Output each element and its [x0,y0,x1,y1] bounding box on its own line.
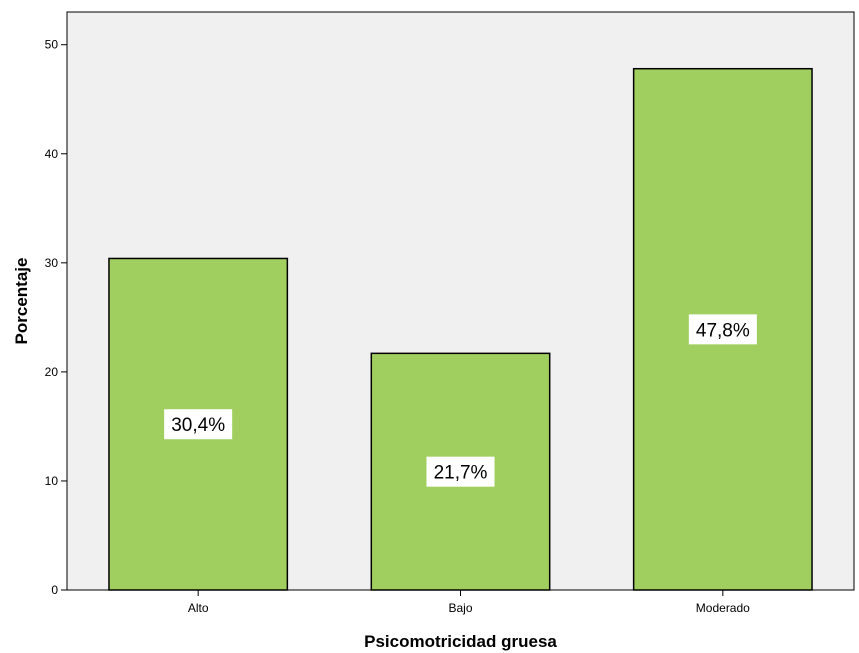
x-tick-label: Bajo [448,601,472,615]
y-tick-label: 40 [45,147,59,161]
data-label: 21,7% [434,463,488,484]
y-tick-label: 0 [51,583,58,597]
data-label-box [426,456,495,487]
y-axis-title: Porcentaje [12,258,31,345]
y-tick-label: 20 [45,365,59,379]
y-tick-label: 50 [45,38,59,52]
bars-group: 30,4% 21,7% 47,8% [108,67,813,591]
data-label-box [164,409,233,440]
y-axis-ticks: 0 10 20 30 40 50 [45,38,67,597]
y-tick-label: 30 [45,256,59,270]
x-tick-label: Alto [188,601,209,615]
x-axis-title: Psicomotricidad gruesa [364,632,557,651]
x-axis-ticks: Alto Bajo Moderado [188,590,750,615]
data-label-box [688,314,757,345]
data-label: 47,8% [696,320,750,341]
x-tick-label: Moderado [696,601,750,615]
data-label: 30,4% [171,415,225,436]
y-tick-label: 10 [45,474,59,488]
